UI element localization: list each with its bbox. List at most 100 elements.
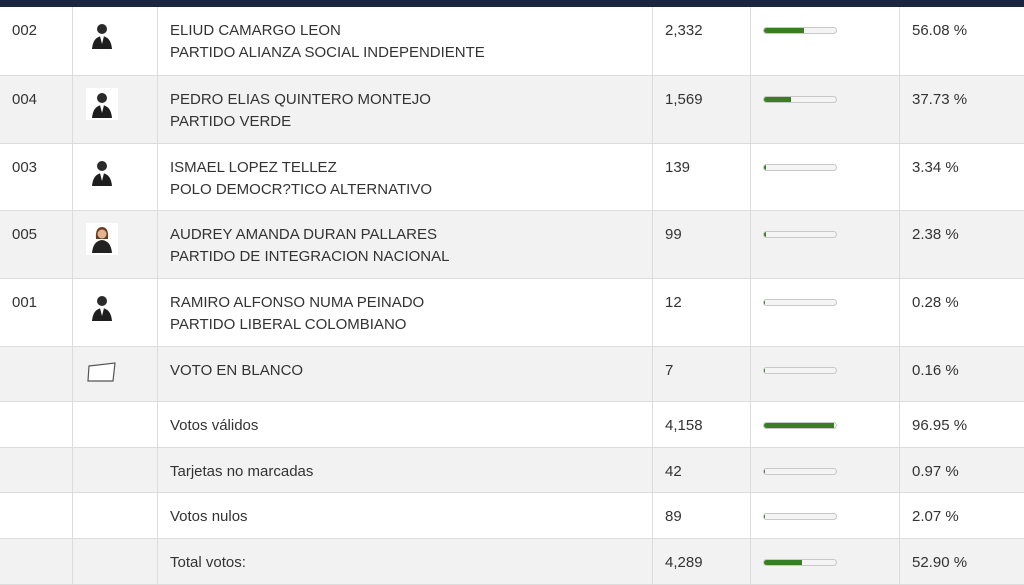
table-cell: 003 [0,144,73,210]
table-cell: Total votos: [158,539,653,584]
table-cell [751,493,900,538]
table-cell [73,76,158,143]
name: Total votos: [170,554,246,571]
table-row: 003 ISMAEL LOPEZ TELLEZ POLO DEMOCR?TICO A… [0,144,1024,211]
name: Tarjetas no marcadas [170,463,314,480]
progress-bar [763,231,837,238]
table-cell [73,402,158,447]
name: RAMIRO ALFONSO NUMA PEINADO [170,294,425,311]
party: PARTIDO LIBERAL COLOMBIANO [170,316,407,333]
progress-bar [763,299,837,306]
table-cell [0,493,73,538]
table-cell [73,448,158,492]
percent: 52.90 % [912,554,968,571]
table-cell [73,144,158,210]
progress-fill [764,423,834,428]
progress-bar [763,513,837,520]
table-cell: 0.97 % [900,448,1024,492]
table-cell: PEDRO ELIAS QUINTERO MONTEJO PARTIDO VERD… [158,76,653,143]
percent: 3.34 % [912,159,959,176]
code: 001 [12,294,38,311]
code: 003 [12,159,38,176]
candidate-photo [86,291,118,323]
votes: 4,158 [665,417,703,434]
table-cell: Tarjetas no marcadas [158,448,653,492]
table-cell: 001 [0,279,73,346]
votes: 2,332 [665,22,703,39]
table-cell: 99 [653,211,751,278]
candidate-photo [86,156,118,188]
votes: 12 [665,294,682,311]
table-cell: 0.28 % [900,279,1024,346]
percent: 37.73 % [912,91,968,108]
table-cell [751,279,900,346]
table-cell [73,493,158,538]
name: Votos válidos [170,417,259,434]
progress-bar [763,367,837,374]
party: PARTIDO ALIANZA SOCIAL INDEPENDIENTE [170,44,485,61]
code: 002 [12,22,38,39]
progress-fill [764,560,803,565]
table-cell: VOTO EN BLANCO [158,347,653,401]
candidate-photo [86,223,118,255]
table-cell: 1,569 [653,76,751,143]
table-cell [73,539,158,584]
table-cell: Votos nulos [158,493,653,538]
table-cell: 0.16 % [900,347,1024,401]
table-row: 002 ELIUD CAMARGO LEON PARTIDO ALIANZA SOC… [0,7,1024,76]
candidate-photo [86,360,118,392]
name: ISMAEL LOPEZ TELLEZ [170,159,337,176]
table-cell: 2,332 [653,7,751,75]
party: PARTIDO VERDE [170,113,292,130]
progress-bar [763,27,837,34]
progress-fill [764,514,766,519]
table-cell: ELIUD CAMARGO LEON PARTIDO ALIANZA SOCIAL… [158,7,653,75]
percent: 0.97 % [912,463,959,480]
votes: 139 [665,159,691,176]
candidate-photo [86,19,118,51]
table-cell: AUDREY AMANDA DURAN PALLARES PARTIDO DE I… [158,211,653,278]
percent: 0.28 % [912,294,959,311]
table-cell: 37.73 % [900,76,1024,143]
table-cell [73,211,158,278]
table-row: 004 PEDRO ELIAS QUINTERO MONTEJO PARTIDO V… [0,76,1024,144]
table-cell [73,7,158,75]
table-cell: 4,289 [653,539,751,584]
table-row: 005 AUDREY AMANDA DURAN PALLARES PARTIDO D… [0,211,1024,279]
percent: 56.08 % [912,22,968,39]
name: ELIUD CAMARGO LEON [170,22,341,39]
table-cell: 12 [653,279,751,346]
votes: 89 [665,508,682,525]
name: Votos nulos [170,508,248,525]
party: PARTIDO DE INTEGRACION NACIONAL [170,248,450,265]
table-cell [751,347,900,401]
table-cell [751,211,900,278]
table-cell [0,347,73,401]
progress-fill [764,28,805,33]
table-cell [751,76,900,143]
percent: 0.16 % [912,362,959,379]
table-cell [751,7,900,75]
table-cell [0,402,73,447]
table-cell [0,539,73,584]
name: VOTO EN BLANCO [170,362,304,379]
top-bar [0,0,1024,7]
table-row: Votos nulos 89 2.07 % [0,493,1024,539]
code: 004 [12,91,38,108]
table-cell: 52.90 % [900,539,1024,584]
progress-fill [764,97,792,102]
table-cell: ISMAEL LOPEZ TELLEZ POLO DEMOCR?TICO ALTE… [158,144,653,210]
table-cell [73,279,158,346]
table-cell: 2.38 % [900,211,1024,278]
table-cell: 96.95 % [900,402,1024,447]
table-cell: RAMIRO ALFONSO NUMA PEINADO PARTIDO LIBER… [158,279,653,346]
progress-fill [764,469,765,474]
table-cell: 139 [653,144,751,210]
table-cell [73,347,158,401]
table-row: Tarjetas no marcadas 42 0.97 % [0,448,1024,493]
votes: 1,569 [665,91,703,108]
progress-fill [764,165,767,170]
votes: 99 [665,226,682,243]
progress-fill [764,232,766,237]
candidate-photo [86,88,118,120]
